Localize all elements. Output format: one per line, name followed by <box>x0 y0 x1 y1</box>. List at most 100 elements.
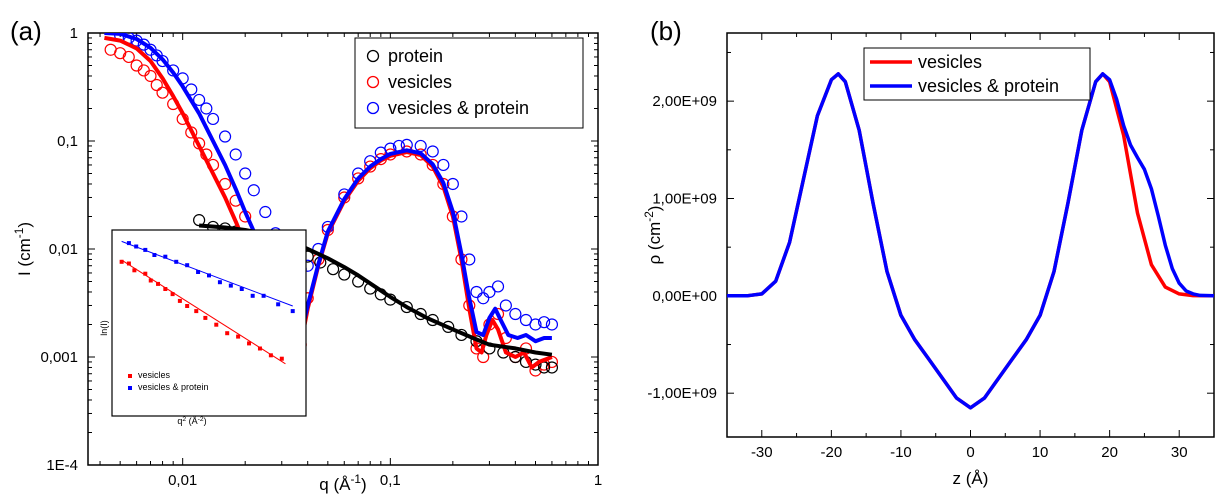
inset-point <box>268 353 273 358</box>
data-point-vesicles-protein <box>537 316 551 329</box>
data-point-protein <box>509 350 522 364</box>
y-axis-label-a: I (cm-1) <box>12 222 34 276</box>
y-tick-label-b: 0,00E+00 <box>652 288 717 305</box>
y-tick-label-a: 0,01 <box>49 241 78 258</box>
x-tick-label-b: -10 <box>890 444 912 461</box>
y-tick-label-b: -1,00E+09 <box>647 385 717 402</box>
y-tick-label-a: 0,001 <box>40 349 78 366</box>
legend-label: vesicles & protein <box>918 76 1059 96</box>
inset-point <box>152 253 157 257</box>
inset-point <box>290 309 295 314</box>
legend-label: vesicles & protein <box>388 98 529 118</box>
panel-a-label: (a) <box>10 16 42 46</box>
data-point-vesicles-protein <box>437 158 450 172</box>
x-tick-label-a: 0,1 <box>380 472 401 489</box>
inset-point <box>177 298 182 303</box>
data-point-vesicles-protein <box>470 285 483 299</box>
data-point-vesicles-protein <box>509 307 522 321</box>
data-point-vesicles-protein <box>545 318 559 331</box>
panel-b-label: (b) <box>650 16 682 46</box>
inset-point <box>119 259 124 264</box>
data-point-vesicles-protein <box>455 210 468 223</box>
legend-a: protein vesicles vesicles & protein <box>354 37 584 129</box>
inset-point <box>276 302 281 307</box>
data-point-vesicles-protein <box>463 253 476 266</box>
data-point-vesicles-protein <box>499 299 512 312</box>
inset-frame <box>111 229 307 417</box>
series-line-vesicles <box>727 72 1214 410</box>
inset-point <box>185 263 190 268</box>
y-tick-label-b: 2,00E+09 <box>652 93 717 110</box>
data-point-vesicles-protein <box>483 285 496 299</box>
data-point-vesicles <box>156 86 169 99</box>
inset-legend-marker <box>128 386 132 390</box>
inset-fit-line <box>121 240 293 307</box>
plot-area-b <box>727 72 1214 410</box>
inset-x-label: q2 (Å-2) <box>177 416 206 427</box>
x-tick-label-b: -30 <box>751 444 773 461</box>
data-point-protein <box>545 361 559 374</box>
x-tick-label-b: 30 <box>1171 444 1188 461</box>
inset-point <box>194 309 199 314</box>
legend-label: protein <box>388 46 443 66</box>
inset-point <box>250 293 255 298</box>
data-point-vesicles-protein <box>446 177 459 191</box>
inset-legend-label: vesicles <box>138 370 171 380</box>
y-tick-label-a: 0,1 <box>57 133 78 150</box>
x-tick-label-b: -20 <box>821 444 843 461</box>
inset-point <box>132 268 137 273</box>
legend-box-a <box>354 37 584 129</box>
x-tick-label-b: 20 <box>1101 444 1118 461</box>
data-point-vesicles-protein <box>156 54 169 68</box>
legend-marker <box>366 75 380 89</box>
y-axis-label-b: ρ (cm-2) <box>642 206 664 265</box>
inset-point <box>163 254 168 259</box>
legend-b: vesicles vesicles & protein <box>863 47 1091 101</box>
inset-point <box>185 304 190 308</box>
inset-point <box>156 281 161 286</box>
y-tick-label-b: 1,00E+09 <box>652 190 717 207</box>
inset-point <box>170 292 175 297</box>
data-point-protein <box>400 300 413 314</box>
legend-marker <box>366 101 380 115</box>
data-point-vesicles-protein <box>247 184 260 197</box>
inset-point <box>143 271 148 276</box>
inset-point <box>228 283 233 288</box>
legend-marker <box>366 49 380 63</box>
data-point-vesicles-protein <box>239 167 252 180</box>
series-line-vesicles-protein <box>727 72 1214 410</box>
inset-point <box>239 287 244 291</box>
data-point-vesicles-protein <box>477 292 490 305</box>
inset-point <box>247 341 252 346</box>
data-point-vesicles-protein <box>491 280 505 293</box>
inset-fit-line <box>121 259 286 365</box>
data-point-vesicles-protein <box>529 318 542 331</box>
data-point-vesicles-protein <box>218 130 232 143</box>
inset-point <box>207 273 211 278</box>
inset-legend-marker <box>128 374 132 378</box>
inset-point <box>163 287 168 291</box>
data-point-vesicles <box>144 69 157 83</box>
inset-point <box>214 322 219 327</box>
data-point-vesicles <box>114 47 127 60</box>
data-point-vesicles-protein <box>193 93 206 107</box>
data-point-vesicles-protein <box>229 148 242 161</box>
inset-legend-label: vesicles & protein <box>138 382 209 392</box>
x-axis-label-b: z (Å) <box>953 469 989 488</box>
inset-point <box>236 334 241 339</box>
data-point-vesicles-protein <box>206 112 220 126</box>
data-point-vesicles-protein <box>426 145 439 158</box>
x-axis-label-a: q (Å-1) <box>319 472 366 494</box>
chart-panel-b: -30 -20 -10 0 10 20 30 -1,00E+09 0,00E+00 1,00E+0… <box>642 32 1215 488</box>
data-point-vesicles-protein <box>414 139 427 153</box>
data-point-vesicles <box>122 50 135 64</box>
data-point-vesicles-protein <box>200 102 213 115</box>
inset-point <box>126 241 131 246</box>
legend-label: vesicles <box>918 52 982 72</box>
data-point-protein <box>326 263 340 276</box>
inset-point <box>261 293 266 298</box>
x-tick-label-b: 0 <box>966 444 974 461</box>
x-tick-label-a: 0,01 <box>168 472 197 489</box>
inset-point <box>203 315 208 320</box>
